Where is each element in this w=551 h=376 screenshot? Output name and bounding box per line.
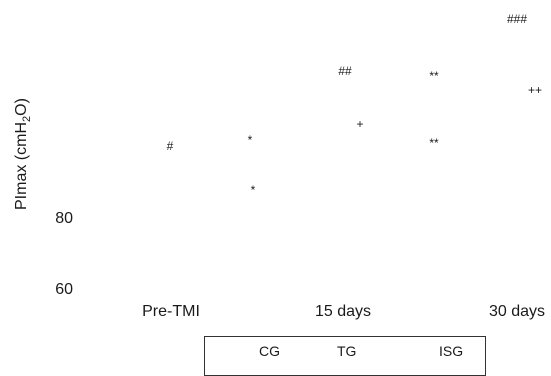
annotation-7: ### <box>507 12 527 26</box>
x-tick-labels: Pre-TMI 15 days 30 days <box>142 303 545 320</box>
legend: CG TG ISG <box>204 336 486 376</box>
significance-annotations: # **##+****###++ <box>167 12 542 197</box>
y-tick-60: 60 <box>55 281 73 298</box>
y-axis-label: PImax (cmH2O) <box>13 98 33 210</box>
annotation-0: # <box>167 139 174 153</box>
y-tick-labels: 80 60 <box>55 210 73 298</box>
legend-entry-tg: TG <box>337 343 357 359</box>
svg-text:PImax (cmH2O): PImax (cmH2O) <box>13 98 33 210</box>
x-tick-0: Pre-TMI <box>142 303 200 320</box>
y-axis-label-tail: O) <box>13 98 30 116</box>
y-axis-label-main: PImax (cmH <box>13 122 30 210</box>
x-tick-2: 30 days <box>489 303 545 320</box>
annotation-8: ++ <box>528 83 542 97</box>
legend-entry-cg: CG <box>259 343 280 359</box>
annotation-6: ** <box>429 136 439 150</box>
annotation-5: ** <box>429 69 439 83</box>
legend-entry-isg: ISG <box>439 343 464 359</box>
annotation-3: ## <box>338 64 352 78</box>
y-tick-80: 80 <box>55 210 73 227</box>
y-axis-label-sub: 2 <box>21 116 33 122</box>
annotation-1: * <box>248 133 253 147</box>
annotation-4: + <box>356 117 363 131</box>
x-tick-1: 15 days <box>315 303 371 320</box>
annotation-2: * <box>251 183 256 197</box>
